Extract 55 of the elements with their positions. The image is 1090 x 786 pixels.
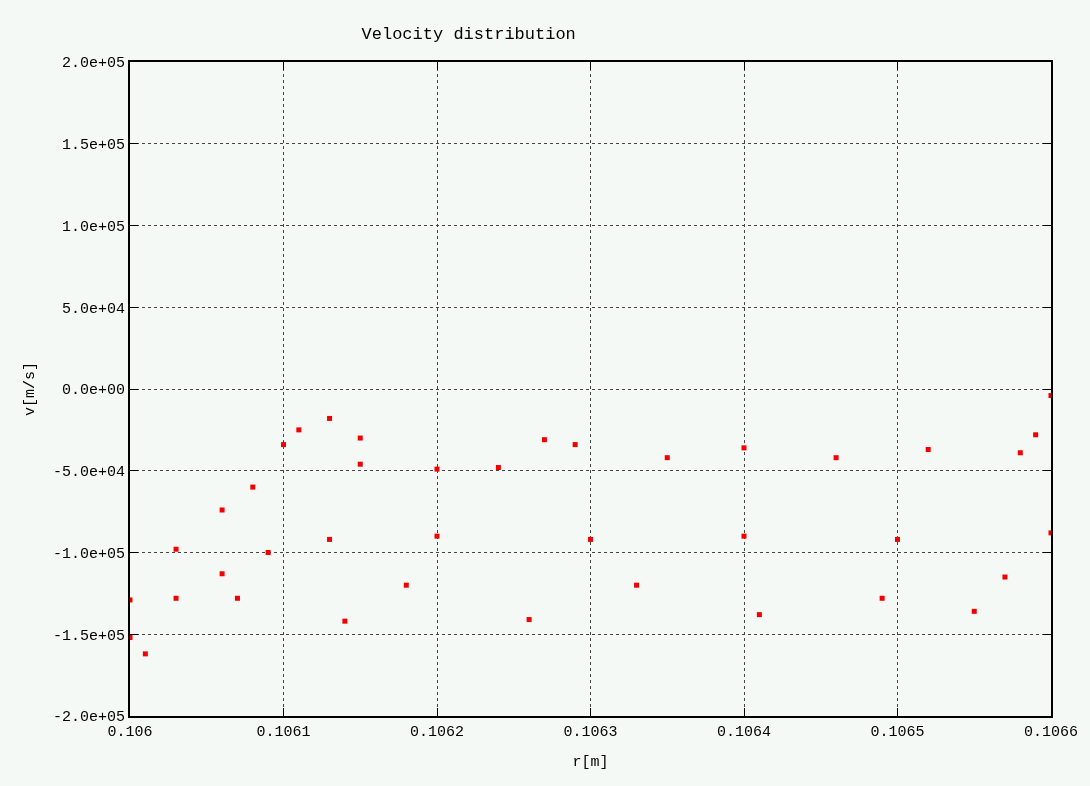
point	[756, 612, 762, 618]
y-tick-label: 1.5e+05	[61, 137, 125, 154]
point	[173, 546, 179, 552]
y-tick-label: 1.0e+05	[61, 218, 125, 236]
point	[342, 618, 348, 624]
chart-title: Velocity distribution	[361, 25, 576, 45]
point	[219, 571, 225, 577]
x-tick-label: 0.1065	[870, 724, 925, 741]
point	[327, 536, 333, 542]
point	[434, 466, 440, 472]
point	[1033, 432, 1039, 438]
point	[357, 435, 363, 441]
y-tick-label: 5.0e+04	[61, 300, 125, 318]
point	[895, 536, 900, 542]
point	[265, 550, 271, 555]
point	[634, 582, 640, 588]
point	[495, 464, 501, 470]
y-tick-label: -1.0e+05	[52, 545, 125, 563]
point	[541, 437, 547, 443]
point	[327, 415, 333, 421]
point	[588, 536, 593, 542]
x-tick-label: 0.1064	[716, 724, 772, 741]
point	[1002, 574, 1008, 580]
point	[219, 507, 225, 513]
point	[173, 595, 179, 601]
point	[1017, 450, 1023, 456]
point	[142, 651, 148, 657]
point	[234, 595, 240, 601]
point	[741, 533, 747, 539]
x-tick-label: 0.1063	[563, 724, 618, 741]
y-tick-label: -5.0e+04	[52, 464, 125, 481]
point	[572, 442, 578, 448]
point	[296, 427, 302, 433]
x-tick-label: 0.1061	[256, 724, 311, 741]
y-tick-label: -1.5e+05	[52, 627, 125, 645]
point	[971, 608, 977, 614]
x-tick-label: 0.106	[107, 724, 153, 741]
point	[403, 582, 409, 588]
y-tick-label: 2.0e+05	[61, 55, 125, 73]
y-tick-label: -2.0e+05	[52, 709, 125, 727]
point	[664, 455, 670, 461]
x-tick-label: 0.1066	[1023, 724, 1079, 741]
point	[357, 461, 363, 467]
point	[833, 455, 839, 461]
x-axis-title: r[m]	[572, 753, 609, 771]
point	[281, 442, 286, 448]
point	[526, 617, 532, 623]
point	[250, 484, 256, 490]
y-tick-label: 0.0e+00	[61, 382, 125, 400]
x-tick-label: 0.1062	[409, 724, 465, 741]
point	[434, 533, 440, 539]
point	[925, 447, 931, 452]
point	[741, 445, 747, 451]
point	[879, 595, 885, 601]
y-axis-title: v[m/s]	[21, 361, 39, 417]
